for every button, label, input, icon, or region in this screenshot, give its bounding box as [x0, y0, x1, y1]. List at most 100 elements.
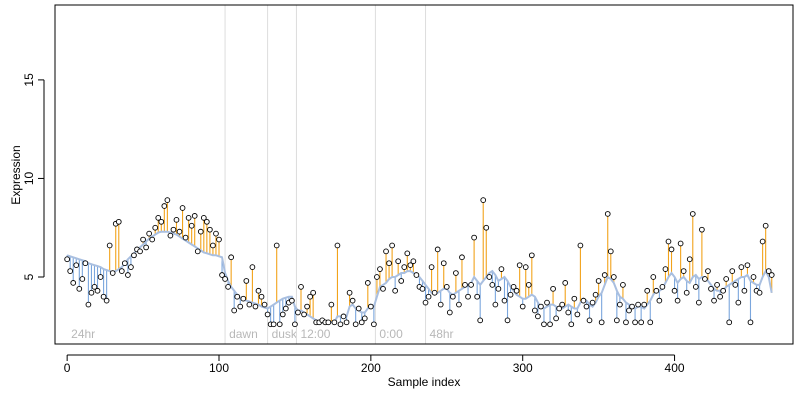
data-point: [91, 283, 98, 290]
data-point: [489, 282, 496, 288]
data-point: [498, 266, 505, 272]
data-point: [453, 270, 459, 276]
data-point: [680, 268, 687, 274]
data-point: [568, 321, 575, 328]
data-point: [513, 287, 520, 294]
data-point: [459, 254, 465, 261]
data-point: [747, 319, 754, 326]
data-point: [541, 321, 547, 328]
data-point: [207, 226, 213, 233]
data-point: [255, 287, 262, 294]
data-point: [614, 317, 620, 324]
y-tick-label: 10: [22, 171, 36, 185]
data-point: [626, 307, 632, 314]
data-point: [486, 274, 493, 280]
data-point: [595, 278, 602, 284]
data-point: [131, 252, 137, 259]
data-point: [100, 293, 107, 300]
data-point: [583, 303, 590, 310]
data-point: [152, 224, 159, 231]
data-point: [641, 301, 648, 308]
data-point: [301, 311, 307, 318]
data-point: [161, 203, 168, 209]
data-point: [103, 297, 110, 304]
data-point: [228, 254, 234, 261]
data-point: [258, 293, 265, 300]
data-point: [140, 236, 146, 243]
data-point: [501, 297, 508, 304]
data-point: [559, 301, 566, 308]
data-point: [325, 319, 332, 326]
data-point: [273, 242, 280, 249]
data-point: [726, 319, 733, 326]
data-point: [234, 293, 241, 300]
data-point: [647, 319, 654, 326]
data-point: [610, 274, 617, 280]
data-point: [507, 291, 514, 298]
data-point: [662, 266, 669, 272]
y-axis-title: Expression: [9, 145, 23, 204]
data-point: [765, 268, 772, 274]
data-point: [188, 222, 195, 229]
data-point: [632, 319, 638, 326]
data-point: [544, 299, 550, 306]
data-point: [240, 295, 247, 302]
fit-layer: [66, 230, 773, 324]
data-point: [276, 321, 283, 328]
data-point: [762, 222, 769, 229]
data-point: [683, 289, 690, 296]
data-point: [492, 301, 499, 308]
data-point: [264, 311, 271, 318]
data-point: [115, 218, 122, 225]
data-point: [243, 278, 250, 284]
data-point: [358, 319, 365, 326]
data-point: [550, 285, 556, 292]
data-point: [94, 287, 101, 294]
data-point: [401, 264, 408, 270]
data-point: [279, 311, 286, 318]
data-point: [677, 240, 684, 247]
data-point: [155, 215, 162, 221]
data-point: [504, 317, 511, 324]
data-point: [231, 307, 238, 314]
x-tick-label: 300: [513, 361, 533, 375]
data-point: [477, 317, 484, 324]
data-point: [617, 301, 623, 308]
data-point: [674, 297, 681, 304]
data-point: [368, 303, 374, 310]
data-point: [768, 272, 775, 278]
data-point: [85, 301, 92, 308]
data-point: [137, 248, 143, 255]
data-point: [197, 228, 204, 235]
data-point: [109, 270, 116, 276]
data-point: [389, 242, 395, 249]
data-point: [437, 301, 444, 308]
x-tick-label: 0: [64, 361, 71, 375]
data-point: [176, 228, 183, 235]
data-point: [407, 262, 414, 269]
data-point: [149, 236, 156, 243]
data-point: [143, 244, 149, 251]
data-point: [656, 297, 663, 304]
data-point: [374, 274, 380, 280]
data-point: [122, 260, 128, 267]
data-point: [689, 211, 696, 217]
data-point: [295, 309, 301, 316]
data-point: [64, 256, 70, 263]
data-point: [225, 283, 231, 290]
data-point: [76, 285, 83, 292]
data-point: [629, 303, 635, 310]
data-point: [118, 268, 125, 274]
data-point: [380, 285, 386, 292]
data-point: [383, 248, 389, 255]
residual-layer: [66, 200, 773, 325]
data-point: [213, 230, 219, 237]
data-point: [598, 319, 605, 326]
phase-label: 12:00: [300, 327, 330, 341]
data-point: [495, 285, 502, 292]
data-point: [711, 297, 717, 304]
data-point: [386, 260, 392, 267]
data-point: [173, 216, 180, 223]
x-axis-title: Sample index: [388, 375, 461, 389]
